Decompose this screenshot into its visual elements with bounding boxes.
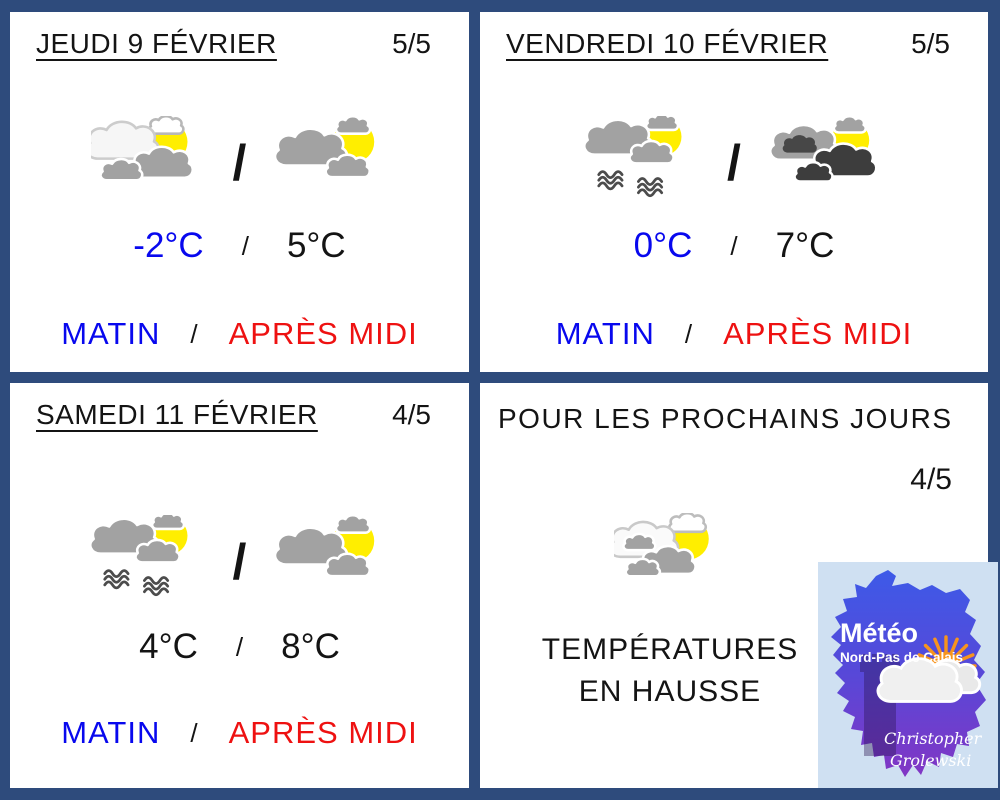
forecast-panel-samedi: SAMEDI 11 FÉVRIER 4/5 / 4°C / 8°C MATIN … (10, 383, 469, 788)
afternoon-weather-icon (276, 116, 388, 198)
weather-icons-row: / (10, 515, 469, 597)
panel-header: SAMEDI 11 FÉVRIER 4/5 (10, 383, 469, 431)
forecast-panel-vendredi: VENDREDI 10 FÉVRIER 5/5 / 0°C / 7°C MATI… (480, 12, 988, 372)
afternoon-label: APRÈS MIDI (228, 316, 418, 351)
confidence-score: 4/5 (392, 399, 431, 430)
morning-label: MATIN (61, 715, 161, 750)
icons-slash-separator: / (727, 135, 741, 191)
icons-slash-separator: / (232, 534, 247, 590)
panel-header: POUR LES PROCHAINS JOURS (480, 383, 988, 435)
logo-signature-line1: Christopher (884, 729, 983, 748)
day-title: JEUDI 9 FÉVRIER (36, 28, 277, 59)
afternoon-temperature: 7°C (775, 226, 835, 265)
period-labels-row: MATIN / APRÈS MIDI (480, 316, 988, 352)
outlook-message-line1: TEMPÉRATURES (541, 633, 799, 666)
confidence-score: 5/5 (392, 28, 431, 59)
temperatures-row: 0°C / 7°C (480, 226, 988, 266)
temperatures-row: 4°C / 8°C (10, 627, 469, 667)
forecast-panel-jeudi: JEUDI 9 FÉVRIER 5/5 / -2°C / 5°C MATIN /… (10, 12, 469, 372)
day-title: SAMEDI 11 FÉVRIER (36, 399, 318, 430)
outlook-weather-icon (614, 513, 726, 595)
period-labels-row: MATIN / APRÈS MIDI (10, 715, 469, 751)
morning-weather-icon (90, 515, 203, 597)
logo-region-text: Nord-Pas de Calais (840, 650, 963, 665)
label-slash-separator: / (190, 717, 199, 748)
temp-slash-separator: / (730, 230, 738, 261)
morning-label: MATIN (555, 316, 655, 351)
outlook-message-line2: EN HAUSSE (578, 675, 762, 708)
panel-header: VENDREDI 10 FÉVRIER 5/5 (480, 12, 988, 60)
afternoon-temperature: 5°C (286, 226, 346, 265)
outlook-title: POUR LES PROCHAINS JOURS (498, 403, 953, 434)
logo-brand-text: Météo (840, 618, 918, 648)
panel-header: JEUDI 9 FÉVRIER 5/5 (10, 12, 469, 60)
outlook-message: TEMPÉRATURES EN HAUSSE (542, 629, 798, 713)
morning-temperature: 4°C (139, 627, 198, 666)
confidence-score: 5/5 (911, 28, 950, 59)
logo-cloud-icon (876, 657, 982, 703)
afternoon-temperature: 8°C (281, 627, 340, 666)
afternoon-label: APRÈS MIDI (723, 316, 913, 351)
morning-weather-icon (90, 116, 203, 198)
label-slash-separator: / (684, 318, 694, 349)
logo-signature-line2: Grolewski (890, 751, 971, 770)
day-title: VENDREDI 10 FÉVRIER (506, 28, 829, 59)
period-labels-row: MATIN / APRÈS MIDI (10, 316, 469, 352)
temp-slash-separator: / (235, 631, 244, 662)
morning-temperature: 0°C (633, 226, 693, 265)
weather-icons-row: / (480, 116, 988, 198)
morning-label: MATIN (61, 316, 161, 351)
afternoon-weather-icon (770, 116, 883, 198)
temperatures-row: -2°C / 5°C (10, 226, 469, 266)
meteo-npdc-logo: Météo Nord-Pas de Calais Christopher Gro… (818, 562, 998, 788)
icons-slash-separator: / (232, 135, 247, 191)
confidence-score: 4/5 (910, 463, 952, 496)
morning-temperature: -2°C (133, 226, 204, 265)
temp-slash-separator: / (241, 230, 249, 261)
weather-icons-row: / (10, 116, 469, 198)
morning-weather-icon (585, 116, 697, 198)
afternoon-weather-icon (276, 515, 388, 597)
label-slash-separator: / (190, 318, 199, 349)
afternoon-label: APRÈS MIDI (228, 715, 418, 750)
outlook-content: TEMPÉRATURES EN HAUSSE (480, 497, 860, 713)
